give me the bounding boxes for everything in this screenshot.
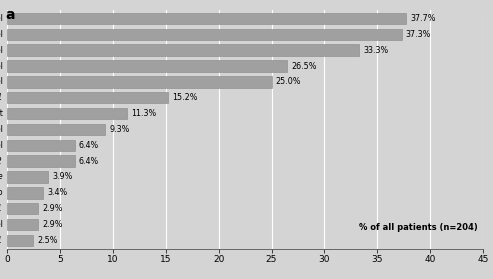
Bar	[7, 29, 402, 40]
Bar	[7, 219, 38, 230]
Text: amp: amp	[0, 188, 3, 197]
Text: del: del	[0, 125, 3, 134]
Text: 25.0%: 25.0%	[276, 77, 301, 86]
Text: del: del	[0, 62, 3, 71]
Text: Down’s Syndrome: Down’s Syndrome	[0, 172, 3, 181]
Bar	[7, 203, 38, 214]
Text: del: del	[0, 220, 3, 229]
Bar	[7, 124, 106, 135]
Text: del: del	[0, 30, 3, 39]
Bar	[7, 171, 48, 183]
Text: del: del	[0, 46, 3, 55]
Text: 2.5%: 2.5%	[38, 236, 58, 245]
Bar	[7, 60, 287, 72]
Bar	[7, 76, 272, 88]
Text: % of all patients (n=204): % of all patients (n=204)	[359, 223, 478, 232]
Text: a: a	[5, 8, 14, 22]
Text: P2RY8-CRLF2: P2RY8-CRLF2	[0, 157, 3, 166]
Text: del: del	[0, 77, 3, 86]
Bar	[7, 13, 406, 24]
Bar	[7, 108, 127, 119]
Bar	[7, 235, 34, 246]
Text: 2.9%: 2.9%	[42, 204, 63, 213]
Text: 3.9%: 3.9%	[53, 172, 73, 181]
Text: ETV6-RUNX1: ETV6-RUNX1	[0, 93, 3, 102]
Text: del: del	[0, 14, 3, 23]
Bar	[7, 187, 43, 199]
Text: 37.3%: 37.3%	[406, 30, 431, 39]
Text: MLL-AFF1: MLL-AFF1	[0, 204, 3, 213]
Bar	[7, 44, 359, 56]
Text: alt: alt	[0, 109, 3, 118]
Text: 6.4%: 6.4%	[79, 141, 99, 150]
Text: 9.3%: 9.3%	[109, 125, 130, 134]
Bar	[7, 155, 75, 167]
Bar	[7, 92, 168, 104]
Text: del: del	[0, 141, 3, 150]
Text: 2.9%: 2.9%	[42, 220, 63, 229]
Text: BCR-ABL1: BCR-ABL1	[0, 236, 3, 245]
Text: 6.4%: 6.4%	[79, 157, 99, 166]
Text: 11.3%: 11.3%	[131, 109, 156, 118]
Text: 37.7%: 37.7%	[410, 14, 436, 23]
Text: 3.4%: 3.4%	[47, 188, 68, 197]
Text: 33.3%: 33.3%	[364, 46, 389, 55]
Text: 26.5%: 26.5%	[292, 62, 317, 71]
Text: 15.2%: 15.2%	[172, 93, 198, 102]
Bar	[7, 140, 75, 151]
